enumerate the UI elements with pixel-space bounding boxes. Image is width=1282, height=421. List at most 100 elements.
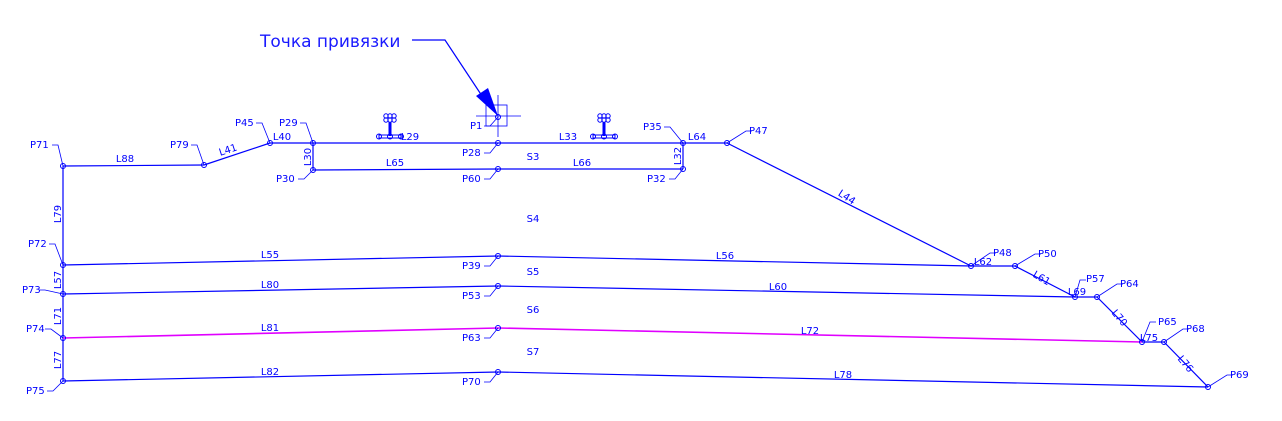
segment-L41[interactable]: [203, 142, 271, 166]
segment-L60[interactable]: [497, 285, 1076, 298]
point-leader: [970, 252, 996, 267]
point-leader: [1141, 321, 1156, 343]
point-label: P75: [26, 386, 45, 397]
segment-L72[interactable]: [497, 327, 1143, 343]
point-label: P45: [235, 118, 254, 129]
point-marker-P29[interactable]: [310, 140, 316, 146]
point-marker-P73[interactable]: [60, 291, 66, 297]
line-label: L81: [261, 323, 279, 334]
point-label: P79: [170, 140, 189, 151]
segment-L55[interactable]: [62, 255, 499, 266]
point-marker-P30[interactable]: [310, 167, 316, 173]
point-label: P50: [1038, 249, 1057, 260]
point-marker-P35[interactable]: [680, 140, 686, 146]
segment-L70[interactable]: [1096, 296, 1143, 343]
point-leader: [49, 243, 64, 266]
point-leader: [298, 169, 314, 180]
point-leader: [484, 285, 499, 297]
point-marker-P64[interactable]: [1094, 294, 1100, 300]
anchor-point-annotation: Точка привязки: [259, 32, 400, 52]
line-label: L56: [716, 251, 734, 262]
line-label: L40: [273, 132, 291, 143]
point-label: P29: [279, 118, 298, 129]
point-label: P73: [22, 285, 41, 296]
line-label: L77: [53, 351, 64, 369]
point-label: P72: [28, 239, 47, 250]
segment-L78[interactable]: [497, 371, 1209, 388]
point-leader: [1096, 283, 1123, 298]
point-marker-P47[interactable]: [724, 140, 730, 146]
point-marker-P79[interactable]: [201, 162, 207, 168]
point-marker-P39[interactable]: [495, 253, 501, 259]
point-label: P65: [1158, 317, 1177, 328]
point-leader: [726, 130, 752, 144]
point-marker-P74[interactable]: [60, 335, 66, 341]
point-marker-P45[interactable]: [267, 140, 273, 146]
segment-L81[interactable]: [62, 327, 499, 339]
point-marker-P60[interactable]: [495, 166, 501, 172]
line-label: L88: [116, 154, 134, 165]
point-label: P48: [993, 248, 1012, 259]
point-leader: [52, 144, 64, 167]
point-marker-P28[interactable]: [495, 140, 501, 146]
segment-L76[interactable]: [1163, 341, 1209, 388]
point-label: P68: [1186, 324, 1205, 335]
segment-L65[interactable]: [312, 168, 499, 171]
point-label: P47: [749, 126, 768, 137]
line-label: L64: [688, 132, 706, 143]
point-marker-P50[interactable]: [1012, 263, 1018, 269]
point-leader: [300, 122, 314, 144]
point-label: P39: [462, 261, 481, 272]
point-leader: [484, 255, 499, 267]
point-label: P64: [1120, 279, 1139, 290]
segment-L61[interactable]: [1014, 265, 1076, 298]
segment-L44[interactable]: [726, 142, 972, 267]
line-label: L65: [386, 158, 404, 169]
line-label: L55: [261, 250, 279, 261]
line-label: L61: [1031, 269, 1052, 288]
point-marker-P71[interactable]: [60, 163, 66, 169]
point-label: P57: [1086, 274, 1105, 285]
point-leader: [45, 328, 64, 339]
point-leader: [484, 168, 499, 180]
point-marker-P72[interactable]: [60, 262, 66, 268]
point-label: P28: [462, 148, 481, 159]
point-marker-P70[interactable]: [495, 369, 501, 375]
point-marker-P63[interactable]: [495, 325, 501, 331]
point-label: P69: [1230, 370, 1249, 381]
point-marker-P57[interactable]: [1072, 294, 1078, 300]
line-label: L79: [53, 205, 64, 223]
point-marker-P75[interactable]: [60, 378, 66, 384]
point-marker-P48[interactable]: [968, 263, 974, 269]
segment-L56[interactable]: [497, 255, 972, 267]
segment-L80[interactable]: [62, 285, 499, 295]
point-label: P60: [462, 174, 481, 185]
point-leader: [39, 289, 64, 295]
point-label: P74: [26, 324, 45, 335]
line-label: L71: [53, 307, 64, 325]
point-label: P35: [643, 122, 662, 133]
point-leader: [669, 168, 684, 180]
annotation-leader: [412, 39, 489, 106]
line-label: L62: [974, 257, 992, 268]
point-marker-P32[interactable]: [680, 166, 686, 172]
line-label: L29: [401, 132, 419, 143]
line-label: L44: [836, 188, 857, 207]
region-label: S5: [527, 267, 540, 278]
point-marker-P68[interactable]: [1161, 339, 1167, 345]
point-marker-P53[interactable]: [495, 283, 501, 289]
line-label: L75: [1140, 333, 1158, 344]
line-label: L60: [769, 282, 787, 293]
point-label: P63: [462, 333, 481, 344]
point-label: P32: [647, 174, 666, 185]
point-marker-P69[interactable]: [1205, 384, 1211, 390]
region-label: S4: [527, 214, 540, 225]
line-label: L41: [218, 143, 239, 159]
rail-fastener-icon: [590, 113, 618, 140]
point-leader: [1074, 279, 1086, 298]
point-leader: [47, 380, 64, 392]
segment-L88[interactable]: [62, 164, 205, 167]
point-marker-P65[interactable]: [1139, 339, 1145, 345]
segment-L82[interactable]: [62, 371, 499, 382]
